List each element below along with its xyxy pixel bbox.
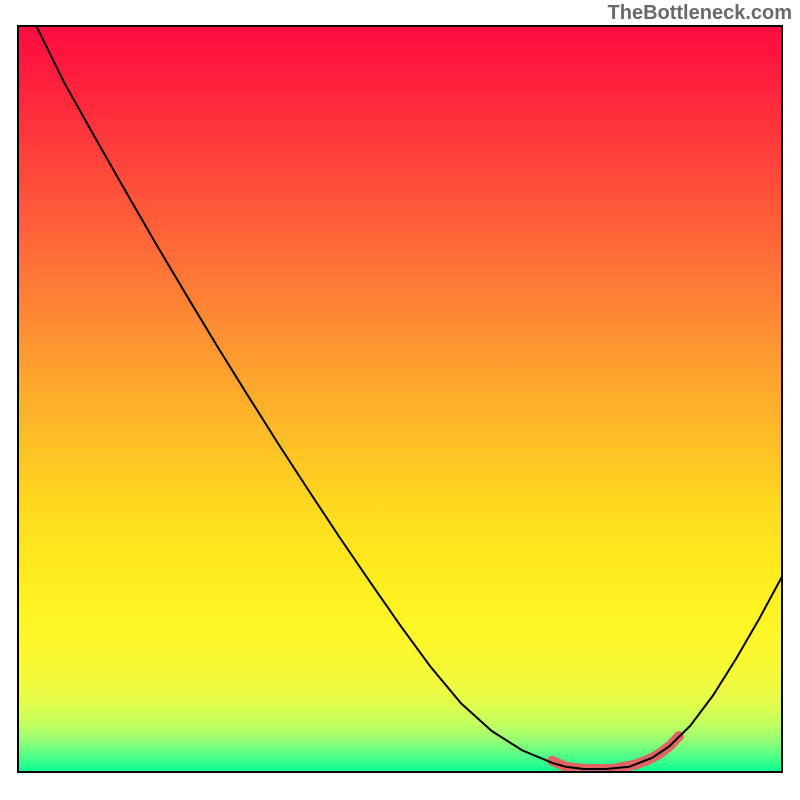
gradient-background — [18, 26, 782, 772]
chart-canvas: TheBottleneck.com — [0, 0, 800, 800]
plot-svg — [0, 0, 800, 800]
